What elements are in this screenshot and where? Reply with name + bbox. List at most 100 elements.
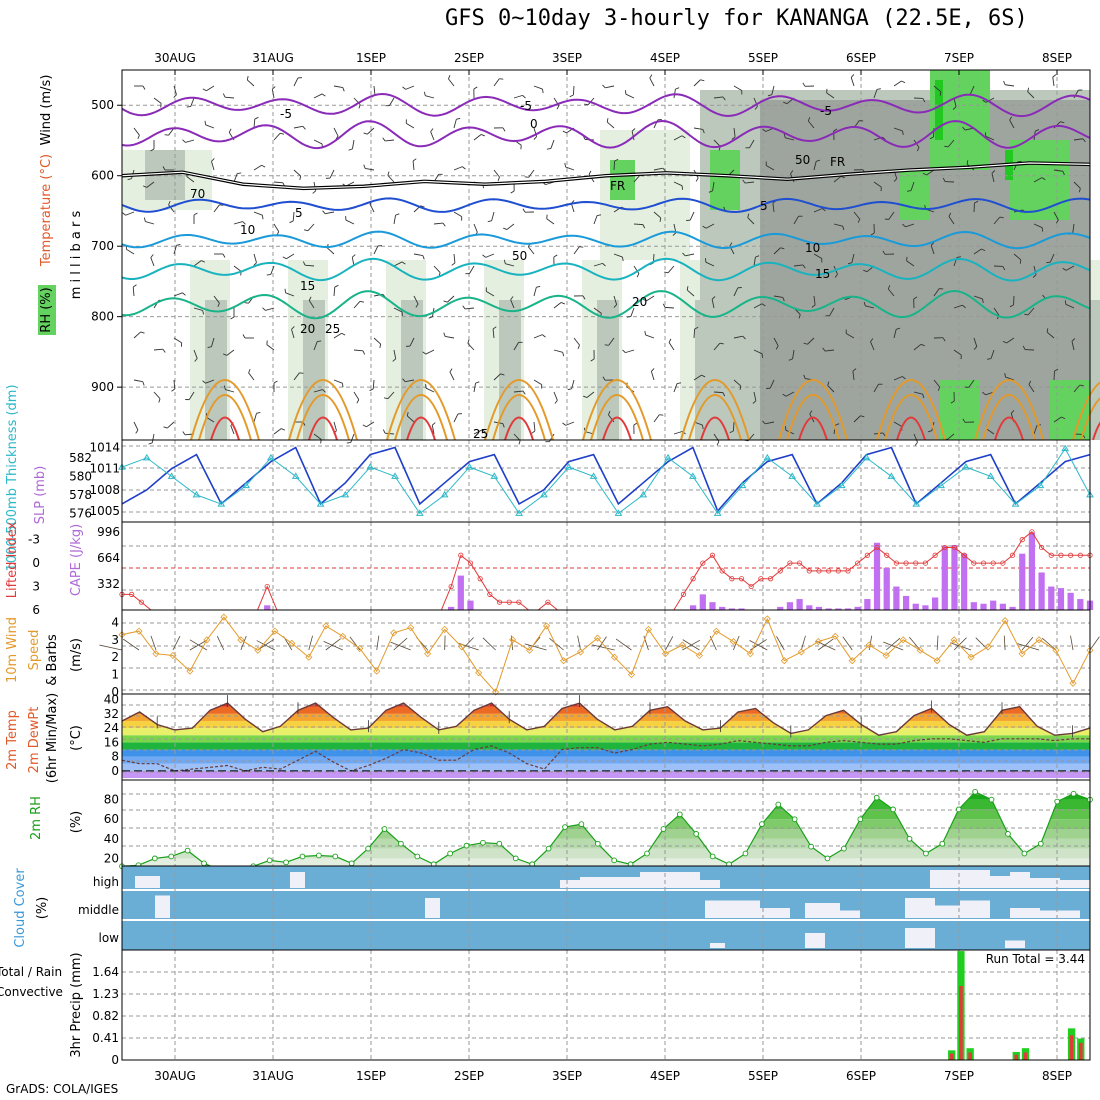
wind-barb	[405, 379, 415, 383]
cloud-bar	[580, 877, 640, 888]
wind-barb	[1003, 80, 1006, 85]
thickness-ytick: 578	[69, 488, 92, 502]
rh-legend-label: RH (%)	[39, 287, 54, 332]
contour-label: -5	[820, 104, 832, 118]
date-label-bottom: 6SEP	[846, 1069, 876, 1083]
rh2m-band	[122, 809, 1090, 820]
wind10-marker	[780, 657, 788, 665]
wind-barb	[712, 181, 715, 191]
wind-barb	[451, 262, 456, 266]
wind-barb	[256, 411, 261, 414]
warm-lobe	[504, 416, 534, 441]
precip-conv-bar	[1023, 1052, 1028, 1060]
freezing-level-inner	[121, 162, 1091, 190]
wind10-marker	[390, 629, 398, 637]
wind-barb	[753, 349, 763, 355]
wind-barb	[365, 167, 375, 171]
wind-barb	[653, 211, 662, 219]
wind-barb	[685, 253, 695, 257]
rh2m-ytick: 40	[104, 832, 119, 846]
wind-barb	[126, 248, 135, 255]
wind-barb	[1062, 171, 1065, 176]
wind-barb	[562, 130, 567, 134]
wind-barb	[711, 299, 715, 309]
lifted-marker	[506, 599, 512, 605]
lifted-marker	[874, 544, 880, 551]
wind-barb	[888, 211, 895, 220]
wind-barb	[505, 263, 515, 267]
wind10-barb	[936, 635, 939, 651]
wind-barb	[1033, 223, 1043, 229]
wind-barb	[693, 127, 703, 130]
lifted-marker	[903, 560, 909, 566]
wind-barb	[528, 169, 535, 178]
precip-ytick: 1.64	[92, 965, 119, 979]
wind10-marker	[135, 627, 143, 635]
wind-barb	[974, 200, 979, 204]
wind-barb	[990, 349, 995, 359]
wind-barb	[1053, 169, 1063, 172]
wind-barb	[350, 433, 355, 443]
cape-bar	[951, 545, 958, 610]
wind-barb	[873, 383, 879, 393]
wind-barb	[713, 139, 721, 147]
wind-barb	[207, 346, 212, 349]
wind-barb	[851, 253, 855, 263]
wind-barb	[513, 342, 520, 351]
wind10-barb	[549, 638, 564, 651]
wind10-barb	[256, 640, 276, 651]
warm-lobe	[688, 394, 742, 441]
cloud-bar	[1005, 940, 1025, 948]
wind-barb	[387, 175, 395, 183]
wind-barb	[973, 346, 978, 350]
wind10-barb	[257, 638, 275, 651]
wind-barb	[173, 94, 177, 98]
wind-barb	[253, 164, 262, 171]
wind10-marker	[424, 650, 432, 658]
wind-barb	[302, 125, 306, 130]
wind-barb	[716, 441, 720, 446]
wind-barb	[333, 332, 342, 339]
wind-barb	[462, 166, 466, 170]
lifted-marker	[738, 576, 745, 582]
wind-barb	[833, 128, 838, 132]
wind-barb	[153, 391, 161, 399]
temp2m-ytick: 40	[104, 693, 119, 707]
wind-barb	[502, 423, 505, 428]
wind-barb	[673, 383, 678, 393]
wind-barb	[747, 217, 755, 225]
wind10-barb	[189, 639, 208, 651]
wind-barb	[933, 379, 941, 388]
wind-barb	[325, 211, 335, 215]
thickness-marker	[465, 463, 474, 470]
wind-barb	[754, 106, 758, 110]
cape-bar	[970, 602, 977, 610]
wind-barb	[693, 79, 701, 87]
contour-label: 50	[795, 153, 810, 167]
cape-bar	[815, 606, 823, 610]
wind-barb	[682, 252, 686, 257]
wind10-barb	[776, 636, 785, 651]
wind-barb	[613, 304, 617, 308]
warm-lobe	[296, 394, 350, 441]
temp2m-line	[121, 702, 1091, 736]
rh-moist-core	[597, 300, 619, 440]
wind-barb	[465, 307, 475, 310]
wind-barb	[614, 158, 619, 162]
date-label-top: 6SEP	[846, 51, 876, 65]
wind10-barb	[665, 636, 674, 651]
lifted-marker	[777, 568, 783, 574]
cape-bar	[1067, 592, 1074, 610]
wind-barb	[382, 137, 386, 142]
thickness-ytick: 576	[69, 506, 92, 520]
wind-barb	[1078, 188, 1081, 193]
temp-contour-20	[121, 289, 1091, 320]
rh2m-marker	[594, 840, 601, 847]
cape-bar	[864, 599, 871, 610]
lifted-marker	[1039, 544, 1045, 551]
wind-barb	[353, 349, 364, 352]
lifted-marker	[729, 576, 735, 582]
wind-barb	[902, 130, 904, 135]
wind-barb	[173, 85, 177, 95]
wind-barb	[133, 127, 140, 136]
